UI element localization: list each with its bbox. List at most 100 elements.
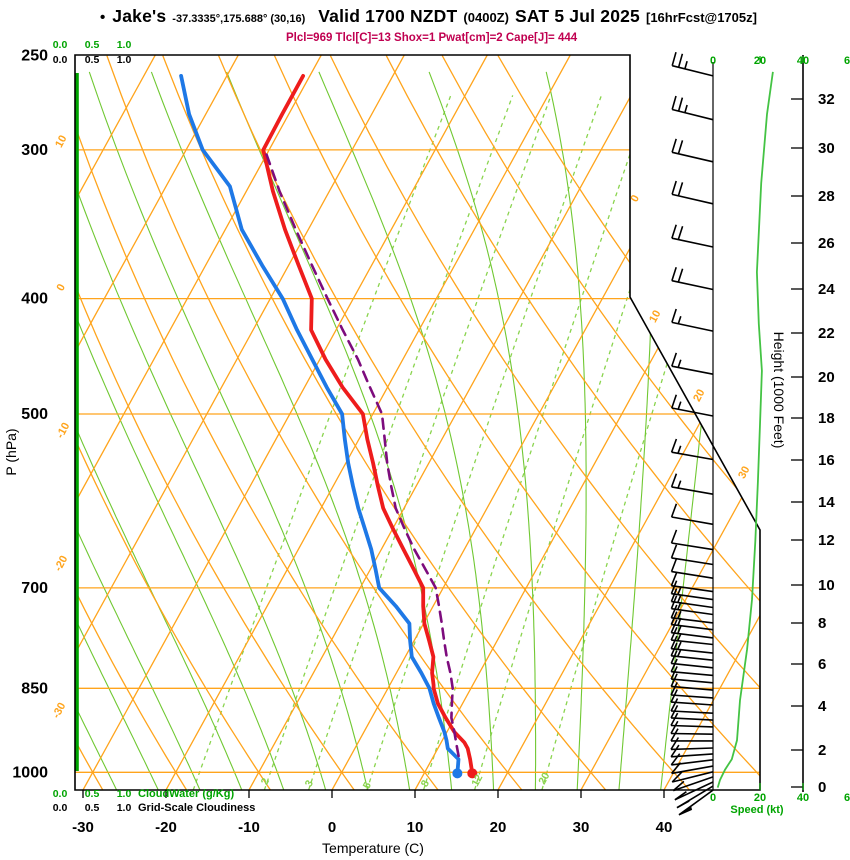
dry-adiabat-label: -20 [52, 554, 70, 574]
wind-barb [670, 747, 714, 751]
isotherm-line [414, 55, 760, 790]
isotherm-edge-label: 10 [647, 308, 663, 324]
dry-adiabat-line [75, 55, 445, 790]
temperature-tick-label: 20 [490, 819, 507, 836]
moist-adiabat-line [75, 71, 246, 790]
wind-barb [671, 570, 714, 579]
pressure-tick-label: 300 [21, 142, 48, 159]
dry-adiabat-label: -30 [50, 701, 68, 721]
temperature-tick-label: -10 [238, 819, 260, 836]
dry-adiabat-line [385, 55, 760, 790]
wind-barb [671, 685, 714, 691]
moist-adiabat-line [0, 269, 37, 797]
height-tick-label: 32 [818, 91, 835, 108]
temperature-tick-label: 0 [328, 819, 336, 836]
wind-barb [671, 516, 714, 526]
dry-adiabat-label: -10 [54, 421, 72, 441]
wind-speed-curve [716, 71, 774, 788]
wind-barb [670, 732, 714, 735]
wind-barb [671, 365, 714, 375]
parcel-path-curve [263, 148, 460, 758]
wind-barb [671, 710, 714, 714]
height-tick-label: 28 [818, 188, 835, 205]
mixing-ratio-line [539, 95, 752, 790]
speed-tick-label-top: 0 [710, 55, 716, 67]
temperature-curve [261, 74, 475, 776]
height-tick-label: 10 [818, 577, 835, 594]
wind-barbs [670, 51, 714, 816]
mixing-ratio-label: 3 [303, 778, 316, 789]
pressure-axis-title: P (hPa) [3, 428, 19, 475]
mixing-ratio-label: 8 [419, 778, 432, 789]
moist-adiabat-line [545, 71, 587, 790]
cloudiness-scale-bottom: 1.0 [117, 802, 132, 814]
moist-adiabat-line [88, 71, 370, 790]
station-coords: -37.3335°,175.688° (30,16) [172, 13, 306, 25]
speed-tick-label-bottom: 40 [797, 792, 809, 804]
height-tick-label: 4 [818, 698, 827, 715]
cloudwater-scale-bottom: 0.0 [53, 788, 68, 800]
dewpoint-curve [179, 74, 461, 776]
dry-adiabat-label: 10 [53, 133, 69, 149]
height-tick-label: 14 [818, 494, 835, 511]
dry-adiabat-line [273, 55, 760, 790]
isotherm-line [663, 55, 760, 790]
moist-adiabat-line [75, 186, 121, 790]
height-tick-label: 22 [818, 325, 835, 342]
moist-adiabat-line [318, 71, 495, 790]
dry-adiabat-line [218, 55, 697, 790]
dry-adiabat-label: 0 [55, 282, 68, 293]
moist-adiabat-line [428, 71, 537, 790]
cloudiness-scale-top: 0.0 [53, 54, 68, 66]
wind-barb [671, 670, 714, 677]
station-name: Jake's [112, 6, 167, 26]
isotherm-line [75, 55, 156, 790]
isotherm-line [82, 55, 488, 790]
wind-barb [673, 776, 714, 792]
wind-barb [672, 771, 714, 783]
wind-barb [671, 701, 714, 706]
wind-barb [671, 584, 714, 593]
mixing-ratio-label: 5 [361, 780, 374, 791]
dry-adiabat-line [162, 55, 613, 790]
wind-barb [671, 542, 714, 551]
speed-tick-label-bottom: 20 [754, 792, 766, 804]
cloudwater-axis-title: CloudWater (g/Kg) [138, 788, 234, 800]
height-tick-label: 30 [818, 140, 835, 157]
wind-barb [671, 694, 714, 699]
mixing-ratio-line [363, 95, 603, 790]
valid-date: SAT 5 Jul 2025 [514, 6, 640, 26]
sounding-curves [179, 74, 478, 779]
wind-barb [674, 781, 714, 801]
mixing-ratio-line [471, 95, 695, 790]
speed-tick-label-bottom: 0 [710, 792, 716, 804]
surface-dewpoint-dot [452, 768, 463, 779]
speed-axis-title: Speed (kt) [730, 804, 784, 816]
isotherm-edge-label: 30 [736, 464, 752, 480]
pressure-tick-label: 400 [21, 291, 48, 308]
mixing-ratio-label: 20 [536, 770, 552, 786]
speed-tick-label-bottom: 6 [844, 792, 850, 804]
height-tick-label: 8 [818, 615, 826, 632]
dry-adiabat-line [0, 56, 23, 798]
bullet-icon: • [100, 9, 106, 26]
wind-barb [671, 662, 714, 669]
background-isolines [0, 55, 760, 798]
forecast-tag: [16hrFcst@1705z] [646, 10, 757, 25]
isotherm-edge-label: 0 [629, 193, 642, 204]
mixing-ratio-line [305, 95, 552, 790]
cloudwater-scale-top: 0.0 [53, 39, 68, 51]
wind-barb [672, 108, 714, 121]
wind-barb [671, 717, 714, 721]
temperature-axis-title: Temperature (C) [322, 840, 424, 856]
mixing-ratio-line [189, 95, 452, 790]
surface-temperature-dot [467, 768, 478, 779]
wind-barb [671, 617, 714, 624]
wind-barb [671, 557, 714, 566]
wind-barb [671, 600, 714, 609]
moist-adiabat-line [75, 71, 329, 790]
cloudwater-scale-top: 0.5 [85, 39, 100, 51]
